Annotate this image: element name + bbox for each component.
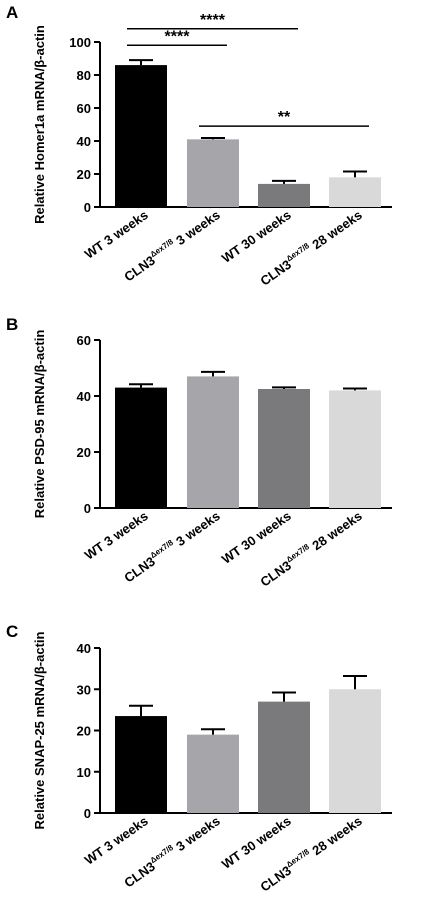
bar bbox=[115, 716, 167, 813]
x-tick-label: WT 30 weeks bbox=[219, 508, 294, 567]
significance-label: ** bbox=[278, 109, 291, 126]
bar bbox=[258, 701, 310, 813]
y-tick-label: 60 bbox=[77, 333, 91, 348]
bar bbox=[115, 65, 167, 207]
panel-letter: B bbox=[6, 315, 18, 334]
bar bbox=[187, 734, 239, 813]
panel-letter: A bbox=[6, 3, 18, 22]
y-tick-label: 40 bbox=[77, 389, 91, 404]
x-tick-label: WT 30 weeks bbox=[219, 813, 294, 872]
bar bbox=[329, 177, 381, 207]
y-axis-label: Relative Homer1a mRNA/β-actin bbox=[32, 25, 47, 224]
y-axis-label: Relative SNAP-25 mRNA/β-actin bbox=[32, 631, 47, 829]
bar bbox=[329, 390, 381, 508]
y-tick-label: 0 bbox=[84, 501, 91, 516]
y-tick-label: 80 bbox=[77, 68, 91, 83]
bar bbox=[258, 183, 310, 207]
y-tick-label: 10 bbox=[77, 765, 91, 780]
x-tick-label: WT 3 weeks bbox=[82, 813, 151, 868]
y-tick-label: 0 bbox=[84, 200, 91, 215]
y-axis-label: Relative PSD-95 mRNA/β-actin bbox=[32, 330, 47, 519]
y-tick-label: 100 bbox=[69, 35, 91, 50]
significance-label: **** bbox=[165, 28, 191, 45]
x-tick-label: WT 30 weeks bbox=[219, 207, 294, 266]
y-tick-label: 20 bbox=[77, 167, 91, 182]
y-tick-label: 20 bbox=[77, 445, 91, 460]
y-tick-label: 20 bbox=[77, 724, 91, 739]
bar bbox=[329, 689, 381, 813]
y-tick-label: 0 bbox=[84, 806, 91, 821]
significance-label: **** bbox=[200, 12, 226, 29]
y-tick-label: 40 bbox=[77, 641, 91, 656]
y-tick-label: 30 bbox=[77, 682, 91, 697]
bar bbox=[187, 376, 239, 508]
bar bbox=[115, 387, 167, 508]
x-tick-label: WT 3 weeks bbox=[82, 508, 151, 563]
panel-b: B Relative PSD-95 mRNA/β-actin 0 20 40 60 WT 3… bbox=[6, 315, 392, 590]
bar bbox=[187, 139, 239, 207]
y-tick-label: 40 bbox=[77, 134, 91, 149]
panel-a: A Relative Homer1a mRNA/β-actin 0 20 40 60 80 1… bbox=[6, 3, 392, 289]
y-tick-label: 60 bbox=[77, 101, 91, 116]
x-tick-label: WT 3 weeks bbox=[82, 207, 151, 262]
bar bbox=[258, 389, 310, 508]
panel-c: C Relative SNAP-25 mRNA/β-actin 0 10 20 30 40 W… bbox=[6, 622, 392, 895]
panel-letter: C bbox=[6, 622, 18, 641]
